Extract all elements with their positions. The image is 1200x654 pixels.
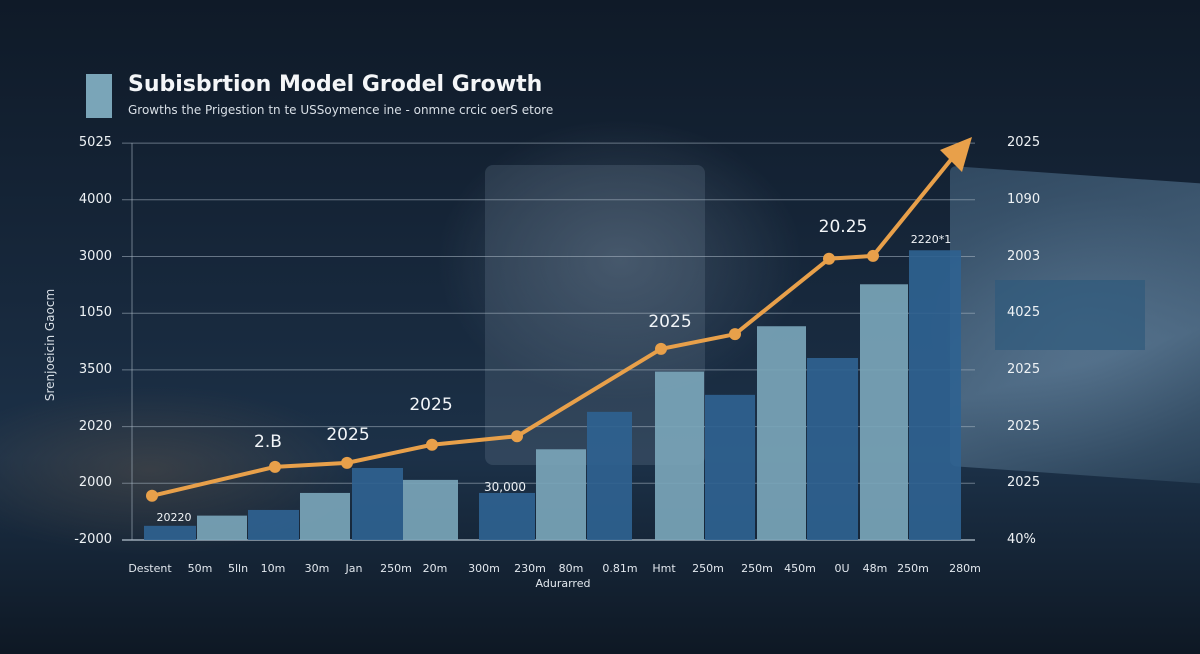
x-tick-label: 50m	[187, 562, 213, 575]
y-tick-label-left: 2020	[78, 418, 112, 434]
x-tick-label: 250m	[897, 562, 929, 575]
data-label: 20220	[156, 510, 192, 524]
trend-point	[341, 456, 353, 469]
trend-point	[867, 249, 879, 262]
bar	[587, 411, 632, 540]
x-tick-label: 280m	[949, 562, 981, 575]
y-tick-label-right: 4025	[1007, 305, 1041, 321]
title-accent-block	[86, 74, 112, 118]
data-label: 20.25	[818, 216, 868, 237]
bar	[757, 326, 806, 540]
data-label: 2025	[409, 394, 453, 415]
bar	[909, 250, 961, 540]
y-tick-label-right: 2025	[1007, 475, 1041, 491]
trend-point	[511, 430, 523, 443]
x-tick-label: 48m	[862, 562, 888, 575]
trend-line	[151, 144, 964, 498]
bar	[655, 371, 704, 540]
trend-point	[426, 438, 438, 451]
x-tick-label: 230m	[514, 562, 546, 575]
data-label: 2025	[648, 311, 692, 332]
x-tick-label: 450m	[784, 562, 816, 575]
x-tick-label: 20m	[422, 562, 448, 575]
y-tick-label-right: 1090	[1007, 191, 1041, 207]
x-tick-label: 5lln	[227, 562, 249, 575]
x-axis-title: Adurarred	[535, 577, 591, 590]
x-tick-label: 0U	[834, 562, 850, 575]
bar	[807, 357, 858, 540]
x-tick-label: Destent	[128, 562, 172, 575]
y-tick-label-right: 40%	[1007, 532, 1036, 547]
x-tick-label: 250m	[692, 562, 724, 575]
x-tick-label: 0.81m	[602, 562, 638, 575]
bar	[352, 467, 403, 540]
x-tick-label: Hmt	[652, 562, 676, 575]
y-tick-label-right: 2025	[1007, 418, 1041, 434]
bar	[536, 449, 586, 540]
data-label: 2220*1	[910, 232, 952, 246]
background-laptop-screen	[995, 280, 1145, 350]
y-tick-label-left: 4000	[78, 191, 112, 207]
bar	[860, 284, 908, 540]
trend-point	[655, 342, 667, 355]
trend-point	[269, 460, 281, 473]
bar	[300, 492, 350, 540]
chart-title: Subisbrtion Model Grodel Growth	[128, 72, 543, 97]
bar	[197, 515, 247, 540]
bar	[403, 479, 458, 540]
x-tick-label: 300m	[468, 562, 500, 575]
bar	[705, 394, 755, 540]
x-tick-label: 250m	[380, 562, 412, 575]
data-label: 2025	[326, 424, 370, 445]
data-label: 2.B	[254, 431, 282, 452]
chart-subtitle: Growths the Prigestion tn te USSoymence …	[128, 103, 554, 117]
trend-point	[823, 252, 835, 265]
y-tick-label-right: 2025	[1007, 361, 1041, 377]
y-tick-label-left: 3000	[78, 248, 112, 264]
x-tick-label: 80m	[558, 562, 584, 575]
trend-arrow-head-icon	[940, 137, 972, 172]
x-tick-label: Jan	[345, 562, 363, 575]
bar	[479, 492, 535, 540]
bar	[248, 509, 299, 540]
y-tick-label-right: 2025	[1007, 135, 1041, 151]
y-tick-label-left: 2000	[78, 475, 112, 491]
x-tick-label: 10m	[260, 562, 286, 575]
bar	[144, 525, 196, 540]
x-tick-label: 30m	[304, 562, 330, 575]
y-tick-label-left: 5025	[78, 135, 112, 151]
y-tick-label-left: 3500	[78, 361, 112, 377]
trend-point	[146, 489, 158, 502]
y-tick-label-right: 2003	[1007, 248, 1041, 264]
y-tick-label-left: 1050	[78, 305, 112, 321]
x-tick-label: 250m	[741, 562, 773, 575]
trend-point	[729, 328, 741, 341]
y-tick-label-left: -2000	[74, 532, 112, 547]
